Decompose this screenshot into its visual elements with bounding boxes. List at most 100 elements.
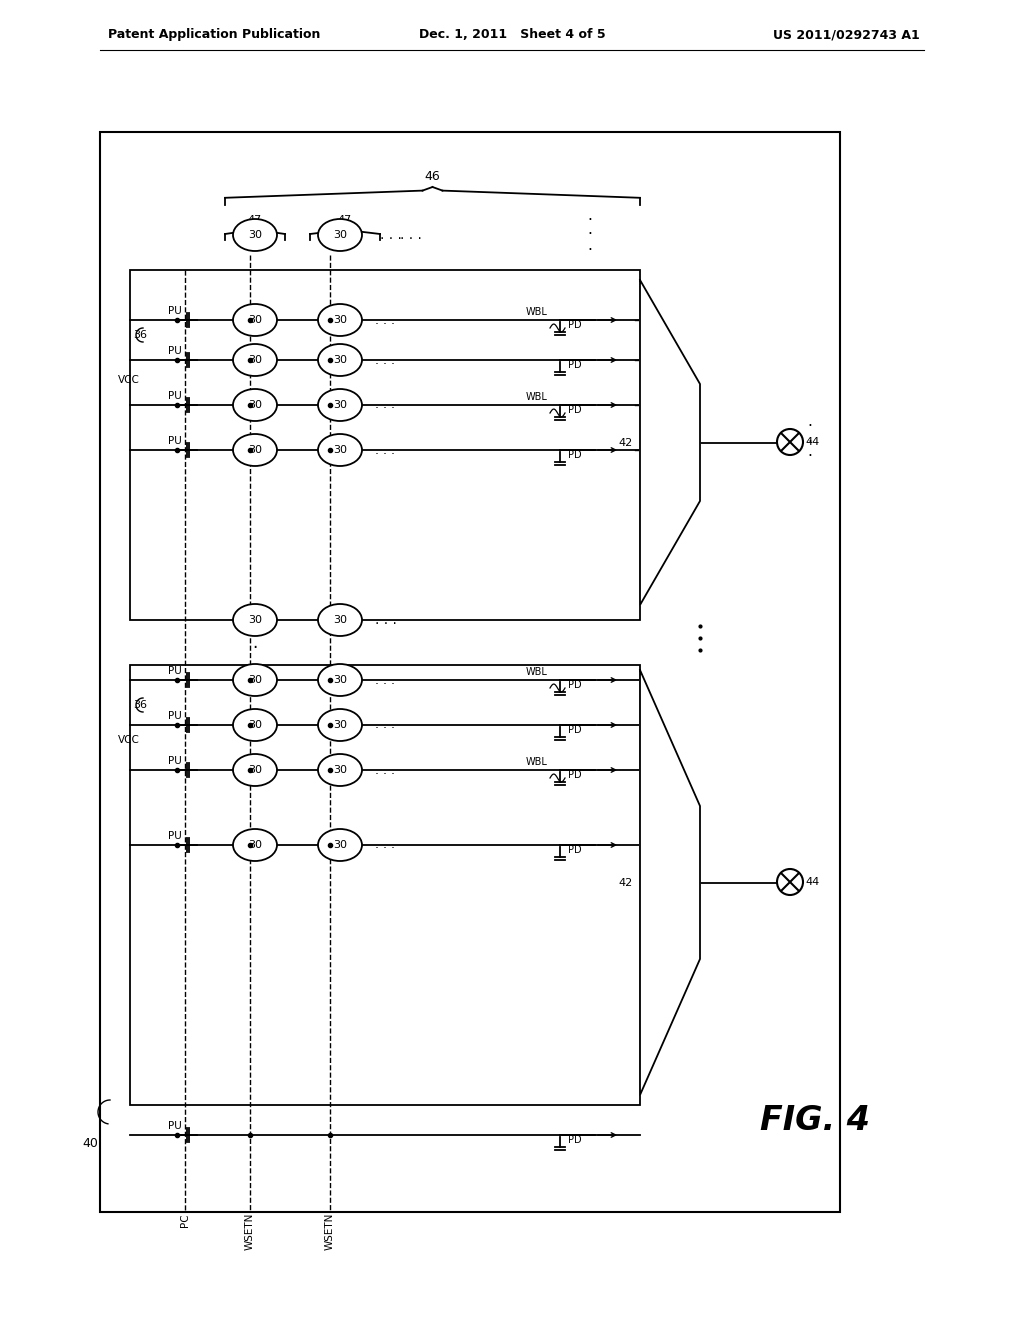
Text: PD: PD	[568, 319, 582, 330]
Text: 30: 30	[248, 675, 262, 685]
Text: .: .	[808, 414, 812, 429]
Text: 46: 46	[425, 170, 440, 183]
Text: WBL: WBL	[526, 392, 548, 403]
Text: 48: 48	[345, 355, 359, 366]
Text: WSETN: WSETN	[325, 1213, 335, 1250]
Text: VCC: VCC	[118, 375, 140, 385]
Ellipse shape	[233, 605, 278, 636]
Text: 30: 30	[333, 615, 347, 624]
Text: PD: PD	[568, 450, 582, 459]
Ellipse shape	[233, 754, 278, 785]
Text: 30: 30	[333, 400, 347, 411]
Text: 30: 30	[248, 719, 262, 730]
Circle shape	[777, 869, 803, 895]
Text: . . .: . . .	[375, 314, 395, 326]
Text: 30: 30	[333, 230, 347, 240]
Ellipse shape	[233, 664, 278, 696]
Text: 30: 30	[333, 675, 347, 685]
Ellipse shape	[318, 219, 362, 251]
Text: .: .	[588, 238, 593, 252]
Text: 36: 36	[133, 700, 147, 710]
Text: . . .: . . .	[375, 763, 395, 776]
Text: PU: PU	[168, 756, 182, 766]
Ellipse shape	[318, 605, 362, 636]
Text: .: .	[252, 622, 258, 639]
Text: . . .: . . .	[375, 354, 395, 367]
Ellipse shape	[233, 829, 278, 861]
Text: PD: PD	[568, 405, 582, 414]
Text: 30: 30	[333, 766, 347, 775]
Text: 30: 30	[248, 615, 262, 624]
Text: . . .: . . .	[400, 228, 422, 242]
Text: VCC: VCC	[118, 735, 140, 744]
Polygon shape	[640, 280, 700, 605]
Text: PU: PU	[168, 391, 182, 401]
Text: PC: PC	[180, 1213, 190, 1226]
Polygon shape	[640, 671, 700, 1096]
Text: .: .	[808, 445, 812, 459]
Text: .: .	[252, 634, 258, 652]
Text: 30: 30	[248, 230, 262, 240]
Text: WBL: WBL	[526, 756, 548, 767]
Text: 30: 30	[333, 719, 347, 730]
Text: . . .: . . .	[375, 612, 397, 627]
Bar	[130, 271, 640, 620]
Text: 30: 30	[333, 315, 347, 325]
Text: 44: 44	[805, 437, 819, 447]
Text: WBL: WBL	[526, 667, 548, 677]
Text: 48: 48	[345, 719, 359, 730]
Text: 30: 30	[248, 355, 262, 366]
Text: .: .	[588, 207, 593, 223]
Text: PU: PU	[168, 667, 182, 676]
Text: 30: 30	[248, 766, 262, 775]
Text: .: .	[808, 429, 812, 445]
Ellipse shape	[318, 304, 362, 337]
Text: PU: PU	[168, 346, 182, 356]
Text: 42: 42	[618, 878, 633, 887]
Ellipse shape	[233, 434, 278, 466]
Circle shape	[777, 429, 803, 455]
Ellipse shape	[318, 345, 362, 376]
Ellipse shape	[233, 345, 278, 376]
Text: PU: PU	[168, 306, 182, 315]
Text: 30: 30	[248, 445, 262, 455]
Text: WBL: WBL	[526, 308, 548, 317]
Ellipse shape	[318, 829, 362, 861]
Text: PD: PD	[568, 770, 582, 780]
Ellipse shape	[233, 304, 278, 337]
Bar	[100, 132, 840, 1212]
Text: 30: 30	[333, 445, 347, 455]
Text: PD: PD	[568, 680, 582, 690]
Text: Dec. 1, 2011   Sheet 4 of 5: Dec. 1, 2011 Sheet 4 of 5	[419, 28, 605, 41]
Text: . . .: . . .	[375, 399, 395, 412]
Text: PU: PU	[168, 832, 182, 841]
Text: PU: PU	[168, 711, 182, 721]
Text: 42: 42	[618, 437, 633, 447]
Ellipse shape	[233, 219, 278, 251]
Text: PD: PD	[568, 845, 582, 855]
Text: 30: 30	[333, 355, 347, 366]
Text: 30: 30	[248, 315, 262, 325]
Text: 36: 36	[133, 330, 147, 341]
Text: 47: 47	[248, 215, 262, 224]
Text: 40: 40	[82, 1137, 98, 1150]
Ellipse shape	[233, 709, 278, 741]
Text: WSETN: WSETN	[245, 1213, 255, 1250]
Ellipse shape	[318, 754, 362, 785]
Bar	[130, 665, 640, 1105]
Text: US 2011/0292743 A1: US 2011/0292743 A1	[773, 28, 920, 41]
Text: . . .: . . .	[375, 838, 395, 851]
Ellipse shape	[318, 709, 362, 741]
Text: PU: PU	[168, 1121, 182, 1131]
Text: . . .: . . .	[375, 718, 395, 731]
Text: .: .	[252, 610, 258, 627]
Text: . . .: . . .	[375, 444, 395, 457]
Text: PU: PU	[168, 436, 182, 446]
Ellipse shape	[318, 434, 362, 466]
Text: . . .: . . .	[380, 228, 401, 242]
Text: FIG. 4: FIG. 4	[760, 1104, 870, 1137]
Ellipse shape	[318, 389, 362, 421]
Text: .: .	[588, 223, 593, 238]
Text: 44: 44	[805, 876, 819, 887]
Text: Patent Application Publication: Patent Application Publication	[108, 28, 321, 41]
